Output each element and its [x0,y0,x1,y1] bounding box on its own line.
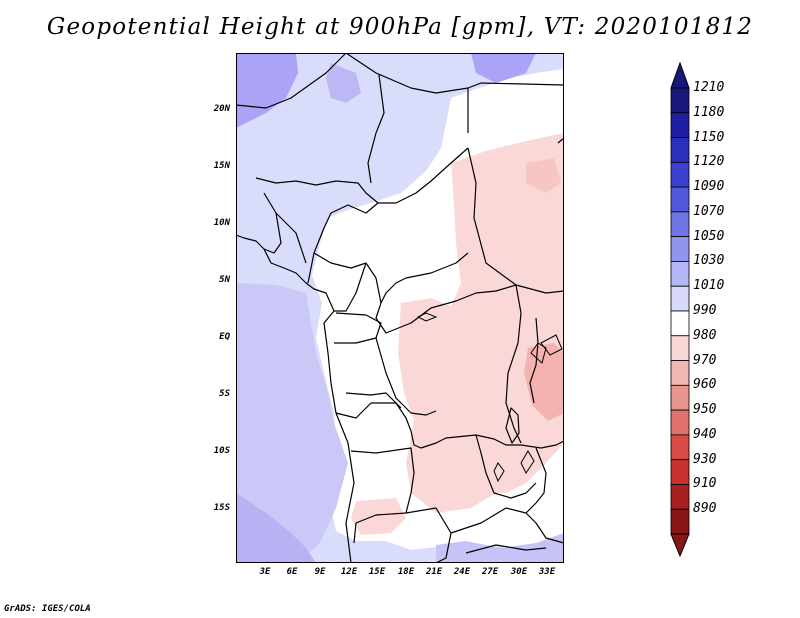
colorbar-cell [670,261,690,287]
colorbar-label: 970 [693,352,717,368]
colorbar-cell [670,310,690,337]
colorbar-cell [670,434,690,461]
colorbar-label: 980 [693,327,717,343]
lat-label-eq: EQ [219,332,230,342]
field-1050-northwest [236,53,298,128]
colorbar-label: 1150 [693,129,725,145]
colorbar-bottom-arrow [670,533,690,558]
lon-label-12e: 12E [340,567,358,577]
field-1030-south-corner [436,533,564,563]
colorbar-cell [670,137,690,163]
colorbar-label: 960 [693,377,717,393]
field-1030-ocean [236,283,348,563]
colorbar-cell [670,360,690,386]
colorbar-label: 950 [693,402,717,418]
field-980-center [398,298,474,433]
lakes [416,312,563,483]
field-1030-southwest [236,493,316,563]
colorbar-cell [670,186,690,213]
lon-label-6e: 6E [286,567,298,577]
colorbar-label: 1210 [693,80,725,95]
field-970-northeast [526,158,561,193]
colorbar-label: 940 [693,426,717,442]
chart-title: Geopotential Height at 900hPa [gpm], VT:… [46,14,754,40]
colorbar-cell [670,285,690,312]
colorbar-cell [670,161,690,188]
colorbar-cell [670,484,690,510]
colorbar-label: 890 [693,501,717,517]
lat-label-5n: 5N [219,275,230,285]
colorbar-cell [670,335,690,361]
colorbar-label: 1070 [693,203,725,219]
colorbar-label: 1180 [693,104,725,120]
colorbar-cell [670,459,690,485]
colorbar-cell [670,508,690,535]
colorbar-label: 1090 [693,179,725,195]
colorbar-cell [670,384,690,411]
lat-label-10n: 10N [213,218,230,228]
lon-label-24e: 24E [453,567,471,577]
lon-label-3e: 3E [259,567,271,577]
lon-label-30e: 30E [510,567,528,577]
colorbar-label: 990 [693,303,717,318]
colorbar-cell [670,409,690,436]
lat-label-15n: 15N [213,161,230,171]
lon-label-21e: 21E [425,567,443,577]
credit-text: GrADS: IGES/COLA [4,604,91,614]
colorbar-label: 1030 [693,253,725,269]
map-area [236,53,564,563]
field-1030-north [326,63,361,103]
colorbar-cell [670,236,690,262]
map-boundaries [236,53,564,563]
colorbar-label: 1120 [693,154,725,170]
lat-label-20n: 20N [213,104,230,114]
lon-label-9e: 9E [314,567,326,577]
colorbar-cell [670,211,690,238]
field-1050-north-corner [471,53,536,83]
map-frame [236,53,564,563]
colorbar-label: 1010 [693,278,725,294]
field-980-southwest [351,498,406,535]
lat-label-15s: 15S [213,503,230,513]
lon-label-15e: 15E [368,567,386,577]
lon-label-27e: 27E [481,567,499,577]
colorbar-cell [670,87,690,114]
colorbar-label: 930 [693,451,717,467]
colorbar-label: 1050 [693,228,725,244]
colorbar-top-arrow [670,61,690,89]
colorbar-label: 910 [693,476,717,492]
colorbar-cell [670,112,690,138]
lat-label-10s: 10S [213,446,230,456]
lat-label-5s: 5S [219,389,230,399]
lon-label-18e: 18E [397,567,415,577]
field-980-south [406,438,496,513]
lon-label-33e: 33E [538,567,556,577]
